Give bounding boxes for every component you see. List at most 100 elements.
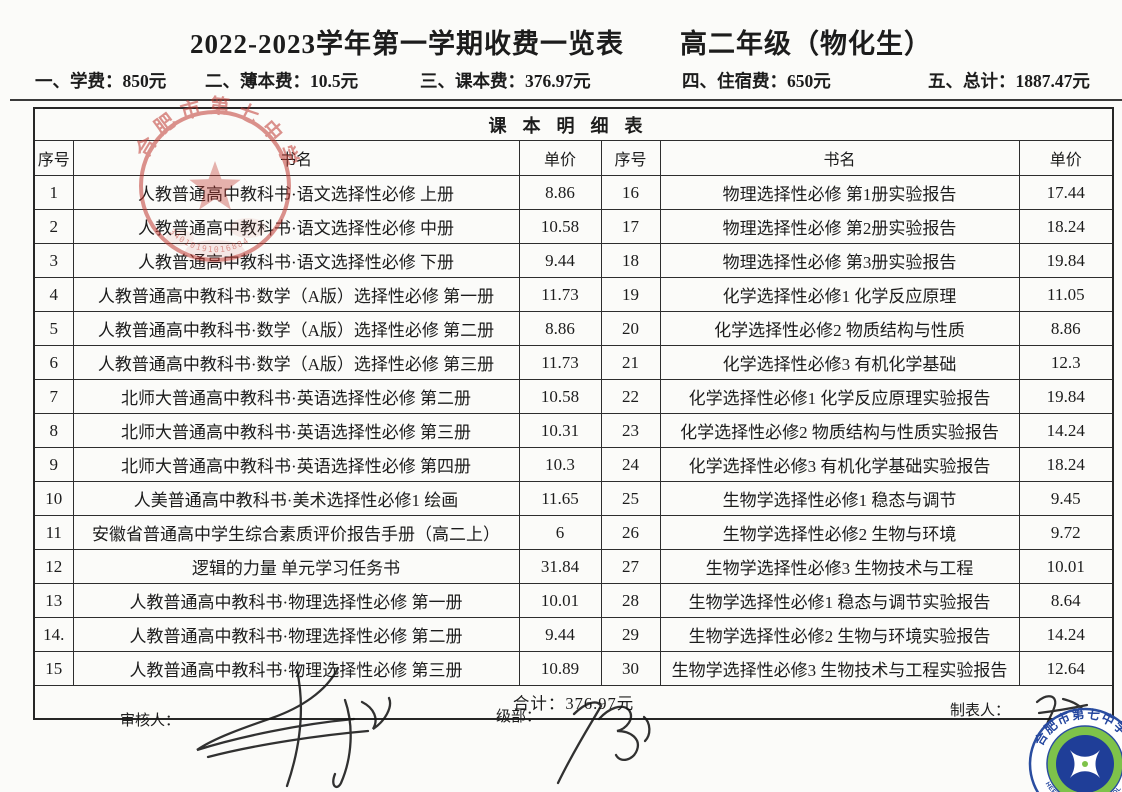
price-cell: 11.05 <box>1018 277 1114 312</box>
logo-bird-icon <box>1070 750 1100 778</box>
row-no-cell: 8 <box>33 413 74 448</box>
price-cell: 10.3 <box>518 447 602 482</box>
price-cell: 14.24 <box>1018 617 1114 652</box>
book-name-cell: 人教普通高中教科书·语文选择性必修 中册 <box>72 209 520 244</box>
svg-text:HEFEI NO.7 HIGH SCHOOL: HEFEI NO.7 HIGH SCHOOL <box>1044 781 1122 792</box>
table-caption-row: 课本明细表 <box>33 107 1114 141</box>
table-row: 11 安徽省普通高中学生综合素质评价报告手册（高二上） 6 26 生物学选择性必… <box>33 515 1114 550</box>
preparer-label: 制表人： <box>950 703 1011 719</box>
book-name-cell: 人教普通高中教科书·数学（A版）选择性必修 第一册 <box>72 277 520 312</box>
row-no-cell: 25 <box>600 481 661 516</box>
book-name-cell: 逻辑的力量 单元学习任务书 <box>72 549 520 584</box>
table-row: 3 人教普通高中教科书·语文选择性必修 下册 9.44 18 物理选择性必修 第… <box>33 243 1114 278</box>
textbook-detail-table: 课本明细表 序号 书名 单价 序号 书名 单价 1 人教普通高中教科书·语文选择… <box>33 107 1115 720</box>
row-no-cell: 14. <box>33 617 74 652</box>
price-cell: 18.24 <box>1018 447 1114 482</box>
price-cell: 9.44 <box>518 243 602 278</box>
row-no-cell: 27 <box>600 549 661 584</box>
price-cell: 10.01 <box>518 583 602 618</box>
row-no-cell: 18 <box>600 243 661 278</box>
book-name-cell: 北师大普通高中教科书·英语选择性必修 第二册 <box>72 379 520 414</box>
book-name-cell: 生物学选择性必修1 稳态与调节 <box>659 481 1020 516</box>
row-no-cell: 12 <box>33 549 74 584</box>
book-name-cell: 化学选择性必修3 有机化学基础实验报告 <box>659 447 1020 482</box>
price-cell: 8.64 <box>1018 583 1114 618</box>
fee-tuition: 一、学费：850元 <box>35 71 167 91</box>
row-no-cell: 1 <box>33 175 74 210</box>
price-cell: 31.84 <box>518 549 602 584</box>
row-no-cell: 10 <box>33 481 74 516</box>
book-name-cell: 人教普通高中教科书·物理选择性必修 第一册 <box>72 583 520 618</box>
row-no-cell: 29 <box>600 617 661 652</box>
price-cell: 8.86 <box>1018 311 1114 346</box>
price-cell: 8.86 <box>518 175 602 210</box>
book-name-cell: 物理选择性必修 第3册实验报告 <box>659 243 1020 278</box>
price-cell: 9.44 <box>518 617 602 652</box>
row-no-cell: 16 <box>600 175 661 210</box>
price-cell: 9.72 <box>1018 515 1114 550</box>
book-name-cell: 北师大普通高中教科书·英语选择性必修 第四册 <box>72 447 520 482</box>
price-cell: 18.24 <box>1018 209 1114 244</box>
row-no-cell: 19 <box>600 277 661 312</box>
price-cell: 9.45 <box>1018 481 1114 516</box>
table-row: 6 人教普通高中教科书·数学（A版）选择性必修 第三册 11.73 21 化学选… <box>33 345 1114 380</box>
price-cell: 14.24 <box>1018 413 1114 448</box>
book-name-cell: 生物学选择性必修3 生物技术与工程 <box>659 549 1020 584</box>
book-table-body: 课本明细表 序号 书名 单价 序号 书名 单价 1 人教普通高中教科书·语文选择… <box>33 107 1114 720</box>
row-no-cell: 13 <box>33 583 74 618</box>
divider-line <box>10 99 1122 101</box>
col-header-price: 单价 <box>1018 140 1114 176</box>
table-row: 2 人教普通高中教科书·语文选择性必修 中册 10.58 17 物理选择性必修 … <box>33 209 1114 244</box>
col-header-no: 序号 <box>33 140 74 176</box>
book-name-cell: 生物学选择性必修3 生物技术与工程实验报告 <box>659 651 1020 686</box>
book-name-cell: 化学选择性必修1 化学反应原理实验报告 <box>659 379 1020 414</box>
reviewer-label: 审核人： <box>120 713 181 729</box>
price-cell: 11.73 <box>518 345 602 380</box>
row-no-cell: 15 <box>33 651 74 686</box>
table-row: 7 北师大普通高中教科书·英语选择性必修 第二册 10.58 22 化学选择性必… <box>33 379 1114 414</box>
price-cell: 6 <box>518 515 602 550</box>
book-name-cell: 生物学选择性必修2 生物与环境实验报告 <box>659 617 1020 652</box>
row-no-cell: 6 <box>33 345 74 380</box>
price-cell: 10.58 <box>518 379 602 414</box>
book-name-cell: 安徽省普通高中学生综合素质评价报告手册（高二上） <box>72 515 520 550</box>
row-no-cell: 23 <box>600 413 661 448</box>
fee-total: 五、总计：1887.47元 <box>928 71 1090 91</box>
price-cell: 17.44 <box>1018 175 1114 210</box>
table-row: 4 人教普通高中教科书·数学（A版）选择性必修 第一册 11.73 19 化学选… <box>33 277 1114 312</box>
table-row: 5 人教普通高中教科书·数学（A版）选择性必修 第二册 8.86 20 化学选择… <box>33 311 1114 346</box>
row-no-cell: 2 <box>33 209 74 244</box>
row-no-cell: 20 <box>600 311 661 346</box>
price-cell: 8.86 <box>518 311 602 346</box>
row-no-cell: 9 <box>33 447 74 482</box>
fee-textbook: 三、课本费：376.97元 <box>420 71 591 91</box>
fee-workbook: 二、薄本费：10.5元 <box>205 71 359 91</box>
row-no-cell: 11 <box>33 515 74 550</box>
table-header-row: 序号 书名 单价 序号 书名 单价 <box>33 140 1114 176</box>
book-name-cell: 化学选择性必修2 物质结构与性质实验报告 <box>659 413 1020 448</box>
price-cell: 10.31 <box>518 413 602 448</box>
table-row: 8 北师大普通高中教科书·英语选择性必修 第三册 10.31 23 化学选择性必… <box>33 413 1114 448</box>
book-name-cell: 人教普通高中教科书·语文选择性必修 上册 <box>72 175 520 210</box>
table-row: 13 人教普通高中教科书·物理选择性必修 第一册 10.01 28 生物学选择性… <box>33 583 1114 618</box>
table-row: 10 人美普通高中教科书·美术选择性必修1 绘画 11.65 25 生物学选择性… <box>33 481 1114 516</box>
table-row: 1 人教普通高中教科书·语文选择性必修 上册 8.86 16 物理选择性必修 第… <box>33 175 1114 210</box>
logo-en-text: HEFEI NO.7 HIGH SCHOOL <box>1044 781 1122 792</box>
table-row: 15 人教普通高中教科书·物理选择性必修 第三册 10.89 30 生物学选择性… <box>33 651 1114 686</box>
book-name-cell: 化学选择性必修3 有机化学基础 <box>659 345 1020 380</box>
row-no-cell: 5 <box>33 311 74 346</box>
col-header-book: 书名 <box>659 140 1020 176</box>
row-no-cell: 30 <box>600 651 661 686</box>
table-row: 12 逻辑的力量 单元学习任务书 31.84 27 生物学选择性必修3 生物技术… <box>33 549 1114 584</box>
book-name-cell: 人教普通高中教科书·数学（A版）选择性必修 第二册 <box>72 311 520 346</box>
row-no-cell: 26 <box>600 515 661 550</box>
col-header-no: 序号 <box>600 140 661 176</box>
fee-accommodation: 四、住宿费：650元 <box>682 71 831 91</box>
price-cell: 10.01 <box>1018 549 1114 584</box>
row-no-cell: 17 <box>600 209 661 244</box>
book-name-cell: 生物学选择性必修1 稳态与调节实验报告 <box>659 583 1020 618</box>
price-cell: 19.84 <box>1018 379 1114 414</box>
page-title: 2022-2023学年第一学期收费一览表 高二年级（物化生） <box>190 29 932 59</box>
row-no-cell: 4 <box>33 277 74 312</box>
col-header-price: 单价 <box>518 140 602 176</box>
